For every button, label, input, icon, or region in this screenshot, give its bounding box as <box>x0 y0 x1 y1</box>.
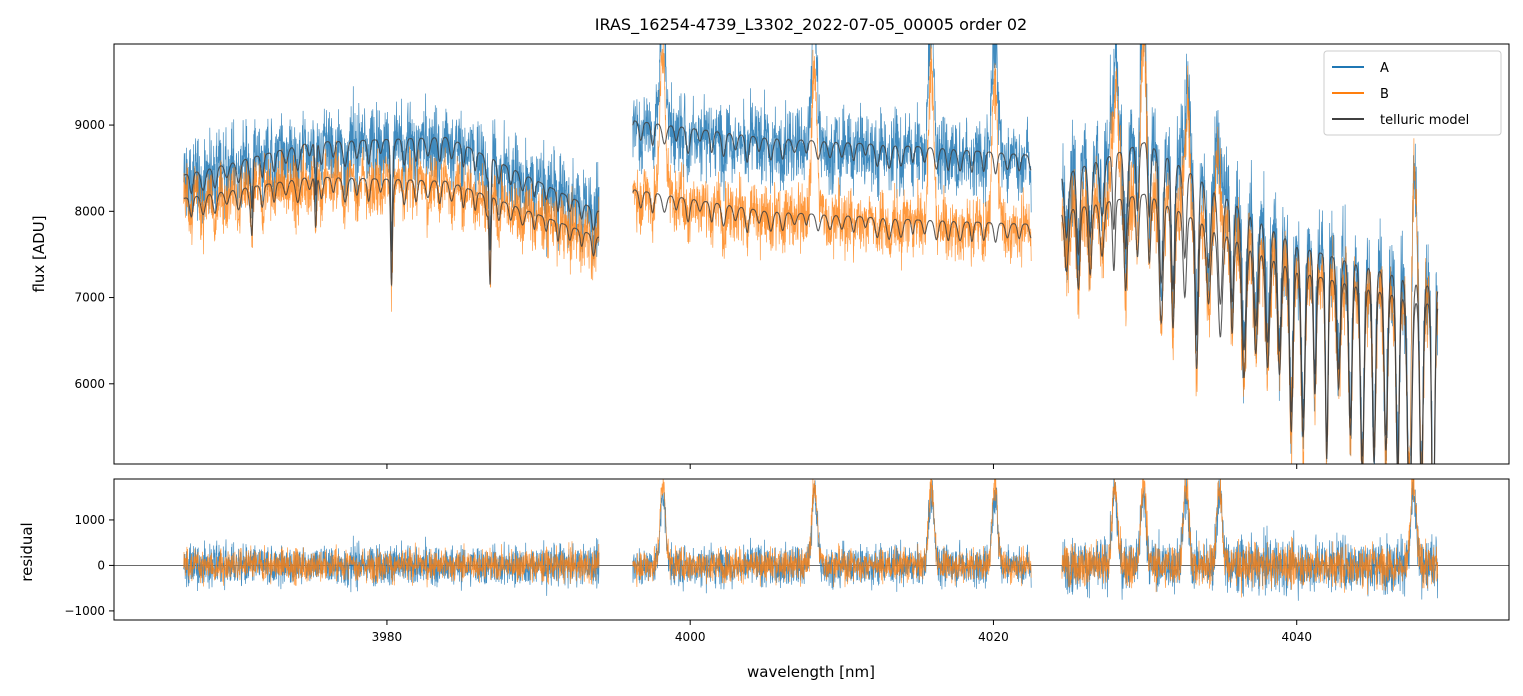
top-y-axis-label: flux [ADU] <box>30 215 48 292</box>
residual-b-line <box>632 479 1032 588</box>
telluric-model-a-line <box>632 120 1032 175</box>
telluric-model-b-line <box>183 176 599 287</box>
bottom-y-axis-label: residual <box>18 522 36 581</box>
bottom-panel: −1000 0 1000 3980 4000 4020 4040 residual <box>18 478 1510 644</box>
y-tick-label: −1000 <box>64 604 105 618</box>
top-axes-frame <box>113 43 1510 465</box>
bottom-plot-area <box>114 479 1509 601</box>
x-tick-label: 3980 <box>372 630 403 644</box>
telluric-model-a-line <box>183 136 600 253</box>
y-tick-label: 0 <box>97 558 105 572</box>
y-tick-label: 8000 <box>74 204 105 218</box>
series-b-line <box>632 44 1032 271</box>
top-plot-area <box>183 44 1439 464</box>
telluric-model-b-line <box>632 189 1032 243</box>
legend-label-a: A <box>1380 61 1389 76</box>
chart-title: IRAS_16254-4739_L3302_2022-07-05_00005 o… <box>595 15 1027 35</box>
legend: A B telluric model <box>1323 50 1502 136</box>
top-y-ticks: 6000 7000 8000 9000 <box>74 118 114 391</box>
residual-b-line <box>1061 479 1439 598</box>
series-a-line <box>632 44 1032 213</box>
bottom-axes-frame <box>113 478 1510 621</box>
y-tick-label: 7000 <box>74 291 105 305</box>
y-tick-label: 9000 <box>74 118 105 132</box>
top-panel: 6000 7000 8000 9000 flux [ADU] A B telluric… <box>30 43 1510 469</box>
x-tick-label: 4000 <box>675 630 706 644</box>
x-tick-label: 4020 <box>978 630 1009 644</box>
telluric-model-b-line <box>1061 193 1439 464</box>
x-axis-label: wavelength [nm] <box>747 663 875 681</box>
residual-b-line <box>183 541 600 588</box>
legend-box <box>1323 50 1502 136</box>
y-tick-label: 6000 <box>74 377 105 391</box>
y-tick-label: 1000 <box>74 513 105 527</box>
bottom-x-ticks: 3980 4000 4020 4040 <box>372 620 1312 644</box>
legend-label-telluric-model: telluric model <box>1380 113 1469 128</box>
top-x-ticks <box>386 464 1298 469</box>
bottom-y-ticks: −1000 0 1000 <box>64 513 114 618</box>
legend-label-b: B <box>1380 87 1389 102</box>
x-tick-label: 4040 <box>1281 630 1312 644</box>
